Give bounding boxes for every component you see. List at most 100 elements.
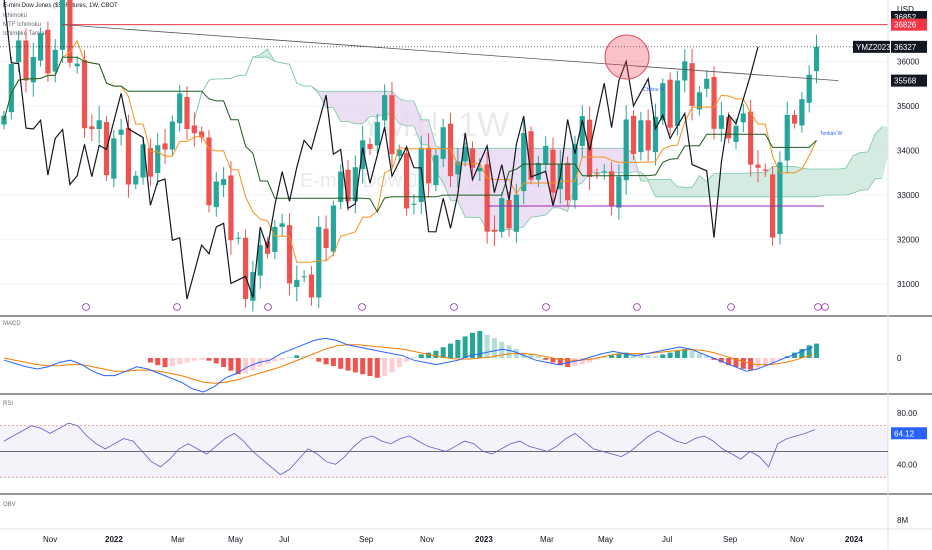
macd-signal-line bbox=[3, 344, 813, 384]
candle-body bbox=[748, 111, 754, 165]
cloud-segment bbox=[333, 91, 341, 122]
symbol-label-box bbox=[853, 40, 890, 53]
candle-body bbox=[674, 80, 681, 126]
candle-body bbox=[8, 64, 14, 113]
macd-bar bbox=[623, 352, 629, 358]
macd-bar bbox=[389, 358, 395, 373]
macd-bar bbox=[682, 349, 688, 358]
macd-bar bbox=[286, 357, 292, 358]
price-axis-tick: 31000 bbox=[897, 280, 920, 289]
time-axis-label: 2022 bbox=[105, 535, 123, 544]
macd-bar bbox=[426, 352, 432, 358]
candle-body bbox=[301, 276, 307, 278]
cloud-segment bbox=[684, 187, 693, 197]
candle-body bbox=[755, 164, 761, 168]
cloud-segment bbox=[692, 175, 700, 197]
macd-bar bbox=[543, 358, 549, 360]
macd-bar bbox=[755, 358, 761, 368]
rsi-tick-80: 80.00 bbox=[897, 409, 918, 418]
candles bbox=[1, 0, 820, 312]
rsi-tick-40: 40.00 bbox=[897, 460, 918, 469]
macd-zero-tick: 0 bbox=[897, 354, 902, 363]
candle-body bbox=[330, 205, 336, 252]
chikou-label: Chikou W bbox=[643, 87, 665, 93]
cloud-segment bbox=[809, 168, 817, 197]
candle-body bbox=[235, 237, 241, 239]
event-marker bbox=[264, 303, 272, 311]
candle-body bbox=[118, 129, 124, 135]
candle-body bbox=[616, 176, 622, 208]
macd-bar bbox=[726, 358, 732, 366]
macd-bar bbox=[674, 350, 680, 358]
cloud-segment bbox=[831, 168, 839, 196]
senkou-b-line bbox=[193, 56, 883, 198]
cloud-segment bbox=[340, 91, 349, 122]
price-axis-tick: 34000 bbox=[897, 146, 920, 155]
candle-body bbox=[191, 125, 197, 134]
time-axis-label: Mar bbox=[540, 535, 554, 544]
macd-bar bbox=[748, 358, 754, 370]
time-axis-label: 2023 bbox=[475, 535, 493, 544]
candle-body bbox=[396, 149, 402, 156]
cloud-segment bbox=[757, 172, 766, 197]
macd-bar bbox=[638, 354, 644, 358]
cloud-segment bbox=[348, 91, 356, 124]
cloud-segment bbox=[662, 179, 671, 197]
macd-bar bbox=[652, 356, 658, 358]
chikou-line bbox=[3, 0, 759, 300]
candle-body bbox=[1, 115, 7, 125]
cloud-segment bbox=[875, 126, 883, 179]
time-axis-label: May bbox=[228, 535, 243, 544]
macd-bar bbox=[499, 341, 505, 358]
candle-body bbox=[140, 144, 146, 178]
candle-body bbox=[147, 147, 153, 177]
macd-bar bbox=[550, 358, 556, 363]
event-marker bbox=[173, 303, 181, 311]
candle-body bbox=[16, 40, 22, 63]
price-axis-tick: 33000 bbox=[897, 191, 920, 200]
macd-bar bbox=[718, 358, 724, 363]
time-axis-label: Nov bbox=[790, 535, 804, 544]
candle-body bbox=[718, 115, 724, 129]
candle-body bbox=[45, 29, 51, 74]
time-axis-label: Jul bbox=[279, 535, 289, 544]
macd-bar bbox=[579, 358, 585, 365]
candle-body bbox=[652, 116, 659, 153]
cloud-segment bbox=[611, 148, 619, 173]
price-label-top: 36852 bbox=[894, 13, 917, 22]
cloud-segment bbox=[823, 168, 832, 196]
macd-bar bbox=[777, 358, 783, 360]
candle-body bbox=[257, 245, 263, 276]
macd-bar bbox=[645, 355, 651, 358]
macd-bar bbox=[191, 358, 197, 361]
candle-body bbox=[338, 171, 344, 202]
candle-body bbox=[352, 167, 358, 202]
candle-body bbox=[791, 114, 798, 124]
candle-body bbox=[382, 95, 388, 121]
candle-body bbox=[221, 179, 227, 186]
candle-body bbox=[667, 79, 673, 128]
candle-body bbox=[543, 145, 549, 165]
highlight-circle bbox=[604, 34, 650, 80]
macd-bar bbox=[199, 358, 205, 360]
candle-body bbox=[521, 133, 527, 192]
time-axis-label: Jul bbox=[662, 535, 672, 544]
macd-bar bbox=[316, 358, 322, 362]
candle-body bbox=[440, 127, 446, 159]
macd-bar bbox=[455, 340, 461, 358]
obv-tick: 8M bbox=[897, 516, 908, 525]
macd-bar bbox=[155, 358, 161, 366]
macd-bar bbox=[733, 358, 739, 367]
candle-body bbox=[740, 113, 746, 123]
candle-body bbox=[67, 0, 73, 63]
macd-bar bbox=[601, 357, 607, 358]
candle-body bbox=[484, 164, 490, 232]
time-axis-label: Sep bbox=[359, 535, 374, 544]
price-label-last: 36327 bbox=[894, 43, 917, 52]
symbol-label: YMZ2023 bbox=[856, 43, 891, 52]
macd-bar bbox=[433, 350, 439, 358]
candle-body bbox=[389, 95, 395, 155]
obv-label: OBV bbox=[3, 502, 16, 508]
macd-bar bbox=[294, 355, 300, 358]
